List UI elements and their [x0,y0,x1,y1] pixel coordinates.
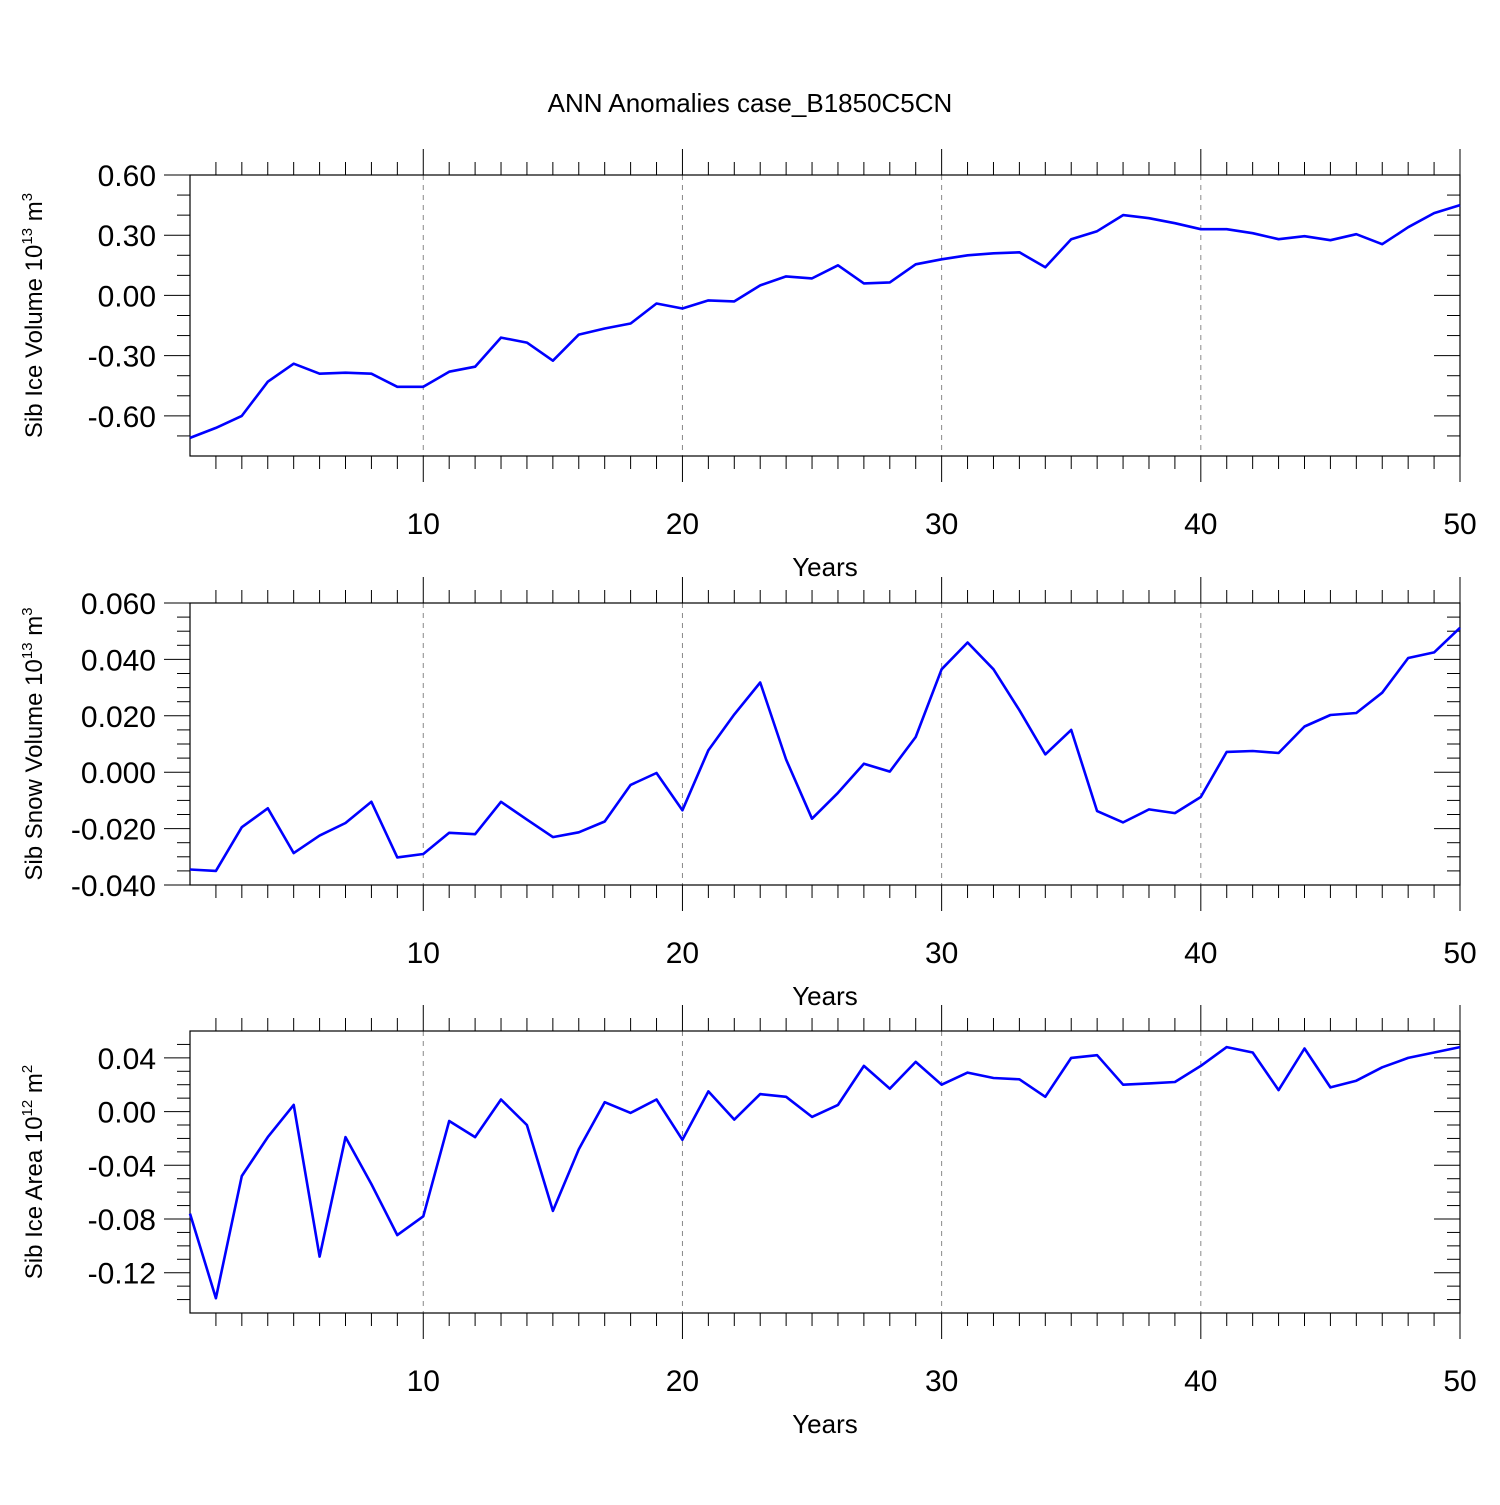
chart-title: ANN Anomalies case_B1850C5CN [548,88,953,118]
x-axis-title: Years [792,1409,858,1439]
y-axis-title: Sib Ice Area 1012 m2 [19,1065,48,1279]
y-tick-label: -0.08 [88,1204,156,1237]
x-tick-label: 40 [1184,508,1217,541]
y-tick-label: 0.60 [98,160,156,193]
x-tick-label: 10 [407,937,440,970]
y-axis-title: Sib Ice Volume 1013 m3 [19,193,48,438]
plot-frame [189,1030,1461,1314]
x-tick-label: 20 [666,937,699,970]
series-line-1 [189,626,1461,873]
y-tick-label: -0.020 [71,814,156,847]
series-line-1 [188,1045,1461,1300]
y-tick-label: -0.12 [88,1258,156,1291]
y-axis-title: Sib Snow Volume 1013 m3 [19,607,48,880]
y-tick-label: 0.00 [98,280,156,313]
y-tick-label: 0.060 [81,588,156,621]
panel-3: 10 20 30 40 50 Years -0.12 -0.08 -0.04 0.00 0.04 Si… [19,1005,1477,1439]
x-tick-label: 50 [1443,508,1476,541]
series-line-1 [189,203,1461,440]
y-tick-label: 0.00 [98,1097,156,1130]
x-tick-label: 40 [1184,1365,1217,1398]
panel-2: 10 20 30 40 50 Years -0.040 -0.020 0.000 0.020 0.0… [19,577,1477,1011]
x-tick-label: 40 [1184,937,1217,970]
x-tick-label: 30 [925,508,958,541]
y-tick-label: 0.30 [98,220,156,253]
x-axis-title: Years [792,981,858,1011]
y-tick-label: -0.04 [88,1150,156,1183]
plot-frame [189,174,1461,457]
x-tick-label: 50 [1443,937,1476,970]
y-tick-label: 0.04 [98,1043,156,1076]
y-tick-label: -0.30 [88,341,156,374]
x-tick-label: 20 [666,508,699,541]
x-tick-label: 20 [666,1365,699,1398]
y-tick-label: 0.040 [81,644,156,677]
x-tick-label: 10 [407,508,440,541]
y-tick-label: 0.020 [81,701,156,734]
plot-frame [189,602,1461,886]
y-tick-label: 0.000 [81,757,156,790]
panel-1: 10 20 30 40 50 Years -0.60 -0.30 0.00 0.30 0.60 Sib… [19,149,1477,582]
x-tick-label: 50 [1443,1365,1476,1398]
x-tick-label: 30 [925,1365,958,1398]
x-axis-title: Years [792,552,858,582]
x-tick-label: 30 [925,937,958,970]
y-tick-label: -0.60 [88,401,156,434]
x-tick-label: 10 [407,1365,440,1398]
y-tick-label: -0.040 [71,870,156,903]
